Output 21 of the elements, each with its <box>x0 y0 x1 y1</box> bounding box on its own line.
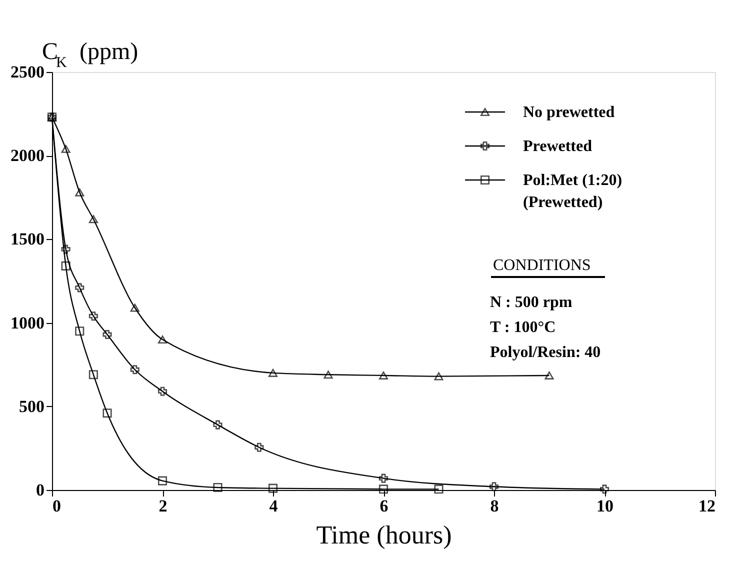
x-tick-label: 4 <box>269 496 278 516</box>
annotation: N : 500 rpm <box>490 294 573 311</box>
legend-label: Prewetted <box>523 138 592 155</box>
x-tick-label: 8 <box>490 496 499 516</box>
x-axis-title: Time (hours) <box>316 520 452 550</box>
x-tick-label: 12 <box>698 496 716 516</box>
y-tick-label: 2500 <box>10 62 44 82</box>
legend-label: Pol:Met (1:20) (Prewetted) <box>523 172 622 211</box>
x-tick-label: 6 <box>380 496 388 516</box>
annotation: Polyol/Resin: 40 <box>490 344 601 361</box>
y-tick-label: 2000 <box>10 146 44 166</box>
annotation: T : 100°C <box>490 319 556 336</box>
legend-label: No prewetted <box>523 104 615 121</box>
y-tick-label: 0 <box>36 480 44 500</box>
y-tick-label: 500 <box>19 396 44 416</box>
x-tick-label: 2 <box>158 496 168 516</box>
x-tick-label: 10 <box>596 496 614 516</box>
y-tick-label: 1500 <box>10 230 44 249</box>
y-tick-label: 1000 <box>10 313 44 332</box>
x-tick-label: 0 <box>52 496 61 516</box>
annotation: CONDITIONS <box>493 257 591 274</box>
